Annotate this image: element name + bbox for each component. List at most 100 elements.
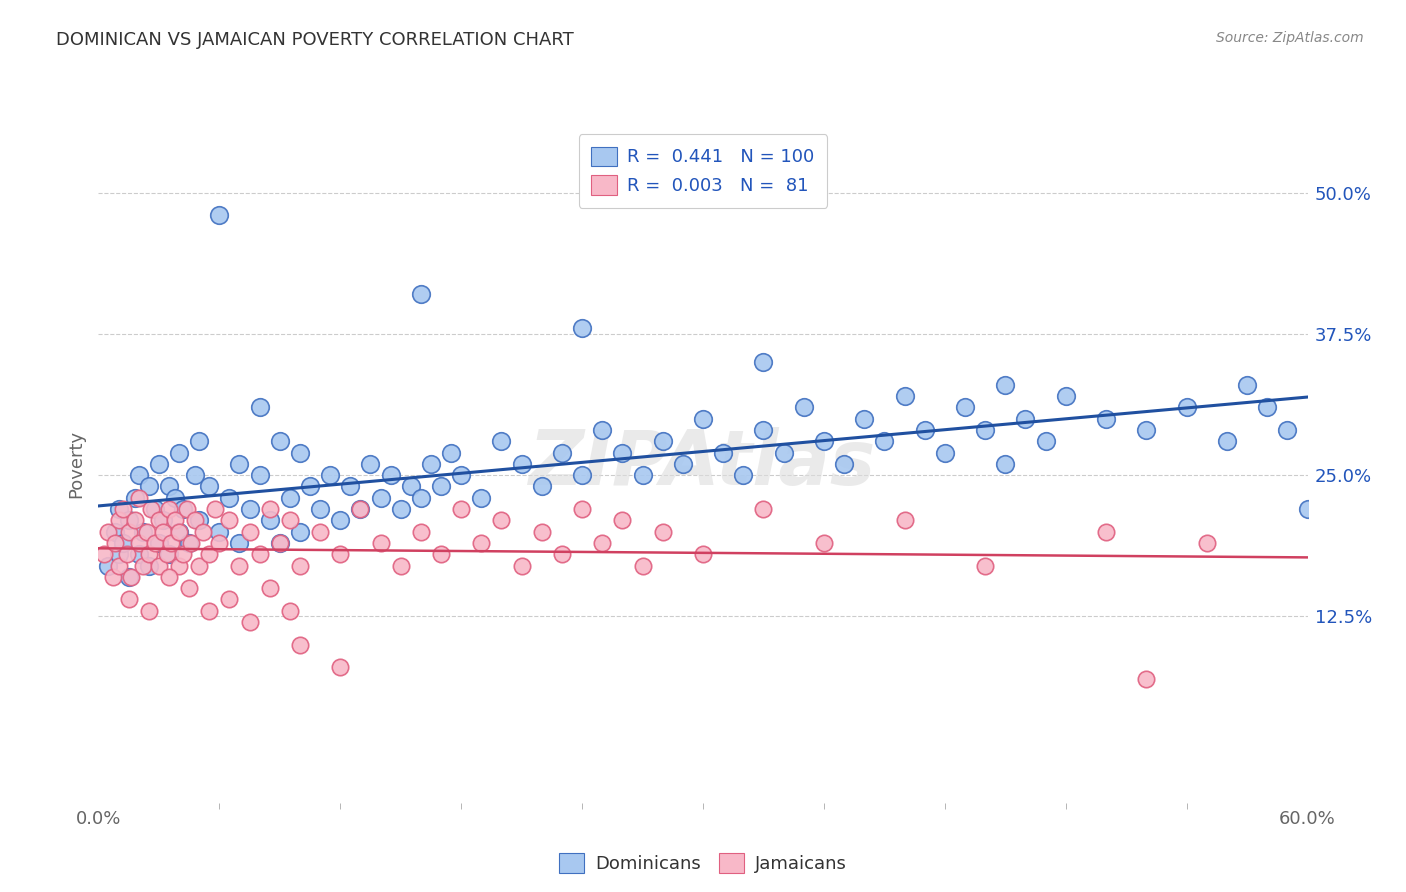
Point xyxy=(115,547,138,561)
Point xyxy=(198,479,221,493)
Point xyxy=(143,536,166,550)
Point xyxy=(188,558,211,573)
Point xyxy=(329,513,352,527)
Text: Source: ZipAtlas.com: Source: ZipAtlas.com xyxy=(1216,31,1364,45)
Point xyxy=(409,491,432,505)
Point xyxy=(228,457,250,471)
Point xyxy=(180,536,202,550)
Point xyxy=(631,468,654,483)
Point xyxy=(974,558,997,573)
Point xyxy=(167,445,190,459)
Point xyxy=(1256,401,1278,415)
Point xyxy=(994,377,1017,392)
Point xyxy=(118,513,141,527)
Point xyxy=(138,604,160,618)
Point xyxy=(239,524,262,539)
Point xyxy=(813,536,835,550)
Point xyxy=(1135,423,1157,437)
Point xyxy=(288,558,311,573)
Point xyxy=(530,524,553,539)
Point xyxy=(551,547,574,561)
Point xyxy=(380,468,402,483)
Point xyxy=(309,524,332,539)
Point xyxy=(430,479,453,493)
Point xyxy=(510,558,533,573)
Point xyxy=(288,524,311,539)
Point xyxy=(510,457,533,471)
Point xyxy=(288,638,311,652)
Point xyxy=(208,524,231,539)
Point xyxy=(752,423,775,437)
Point xyxy=(167,558,190,573)
Point xyxy=(409,524,432,539)
Point xyxy=(571,468,593,483)
Point xyxy=(853,411,876,425)
Point xyxy=(107,513,129,527)
Point xyxy=(172,502,194,516)
Point xyxy=(309,502,332,516)
Point xyxy=(249,547,271,561)
Point xyxy=(430,547,453,561)
Point xyxy=(1195,536,1218,550)
Point xyxy=(934,445,956,459)
Point xyxy=(157,547,180,561)
Point xyxy=(409,287,432,301)
Point xyxy=(111,502,134,516)
Point xyxy=(188,513,211,527)
Point xyxy=(139,502,162,516)
Point xyxy=(163,491,186,505)
Point xyxy=(239,502,262,516)
Point xyxy=(179,581,201,595)
Point xyxy=(651,434,673,449)
Point xyxy=(571,502,593,516)
Point xyxy=(1277,423,1299,437)
Point xyxy=(132,524,155,539)
Point xyxy=(143,502,166,516)
Point xyxy=(269,434,291,449)
Point xyxy=(389,558,412,573)
Point xyxy=(470,536,492,550)
Point xyxy=(278,491,301,505)
Point xyxy=(278,513,301,527)
Point xyxy=(591,423,613,437)
Y-axis label: Poverty: Poverty xyxy=(67,430,86,498)
Point xyxy=(172,547,194,561)
Point xyxy=(389,502,412,516)
Point xyxy=(893,513,915,527)
Point xyxy=(128,491,150,505)
Point xyxy=(612,445,634,459)
Point xyxy=(184,513,207,527)
Point xyxy=(259,581,281,595)
Point xyxy=(692,411,714,425)
Point xyxy=(299,479,322,493)
Point xyxy=(752,355,775,369)
Point xyxy=(228,536,250,550)
Point xyxy=(1216,434,1239,449)
Point xyxy=(135,524,157,539)
Point xyxy=(97,524,120,539)
Point xyxy=(218,513,240,527)
Point xyxy=(138,558,160,573)
Point xyxy=(148,513,170,527)
Point xyxy=(184,468,207,483)
Point xyxy=(163,513,186,527)
Point xyxy=(994,457,1017,471)
Point xyxy=(491,513,513,527)
Point xyxy=(128,536,150,550)
Point xyxy=(259,502,281,516)
Point xyxy=(1175,401,1198,415)
Point xyxy=(148,536,170,550)
Point xyxy=(873,434,896,449)
Legend: Dominicans, Jamaicans: Dominicans, Jamaicans xyxy=(550,844,856,882)
Point xyxy=(370,536,392,550)
Point xyxy=(204,502,226,516)
Point xyxy=(591,536,613,550)
Point xyxy=(103,536,125,550)
Point xyxy=(188,434,211,449)
Point xyxy=(349,502,371,516)
Point xyxy=(128,547,150,561)
Point xyxy=(832,457,855,471)
Point xyxy=(157,479,180,493)
Point xyxy=(793,401,815,415)
Point xyxy=(1095,411,1118,425)
